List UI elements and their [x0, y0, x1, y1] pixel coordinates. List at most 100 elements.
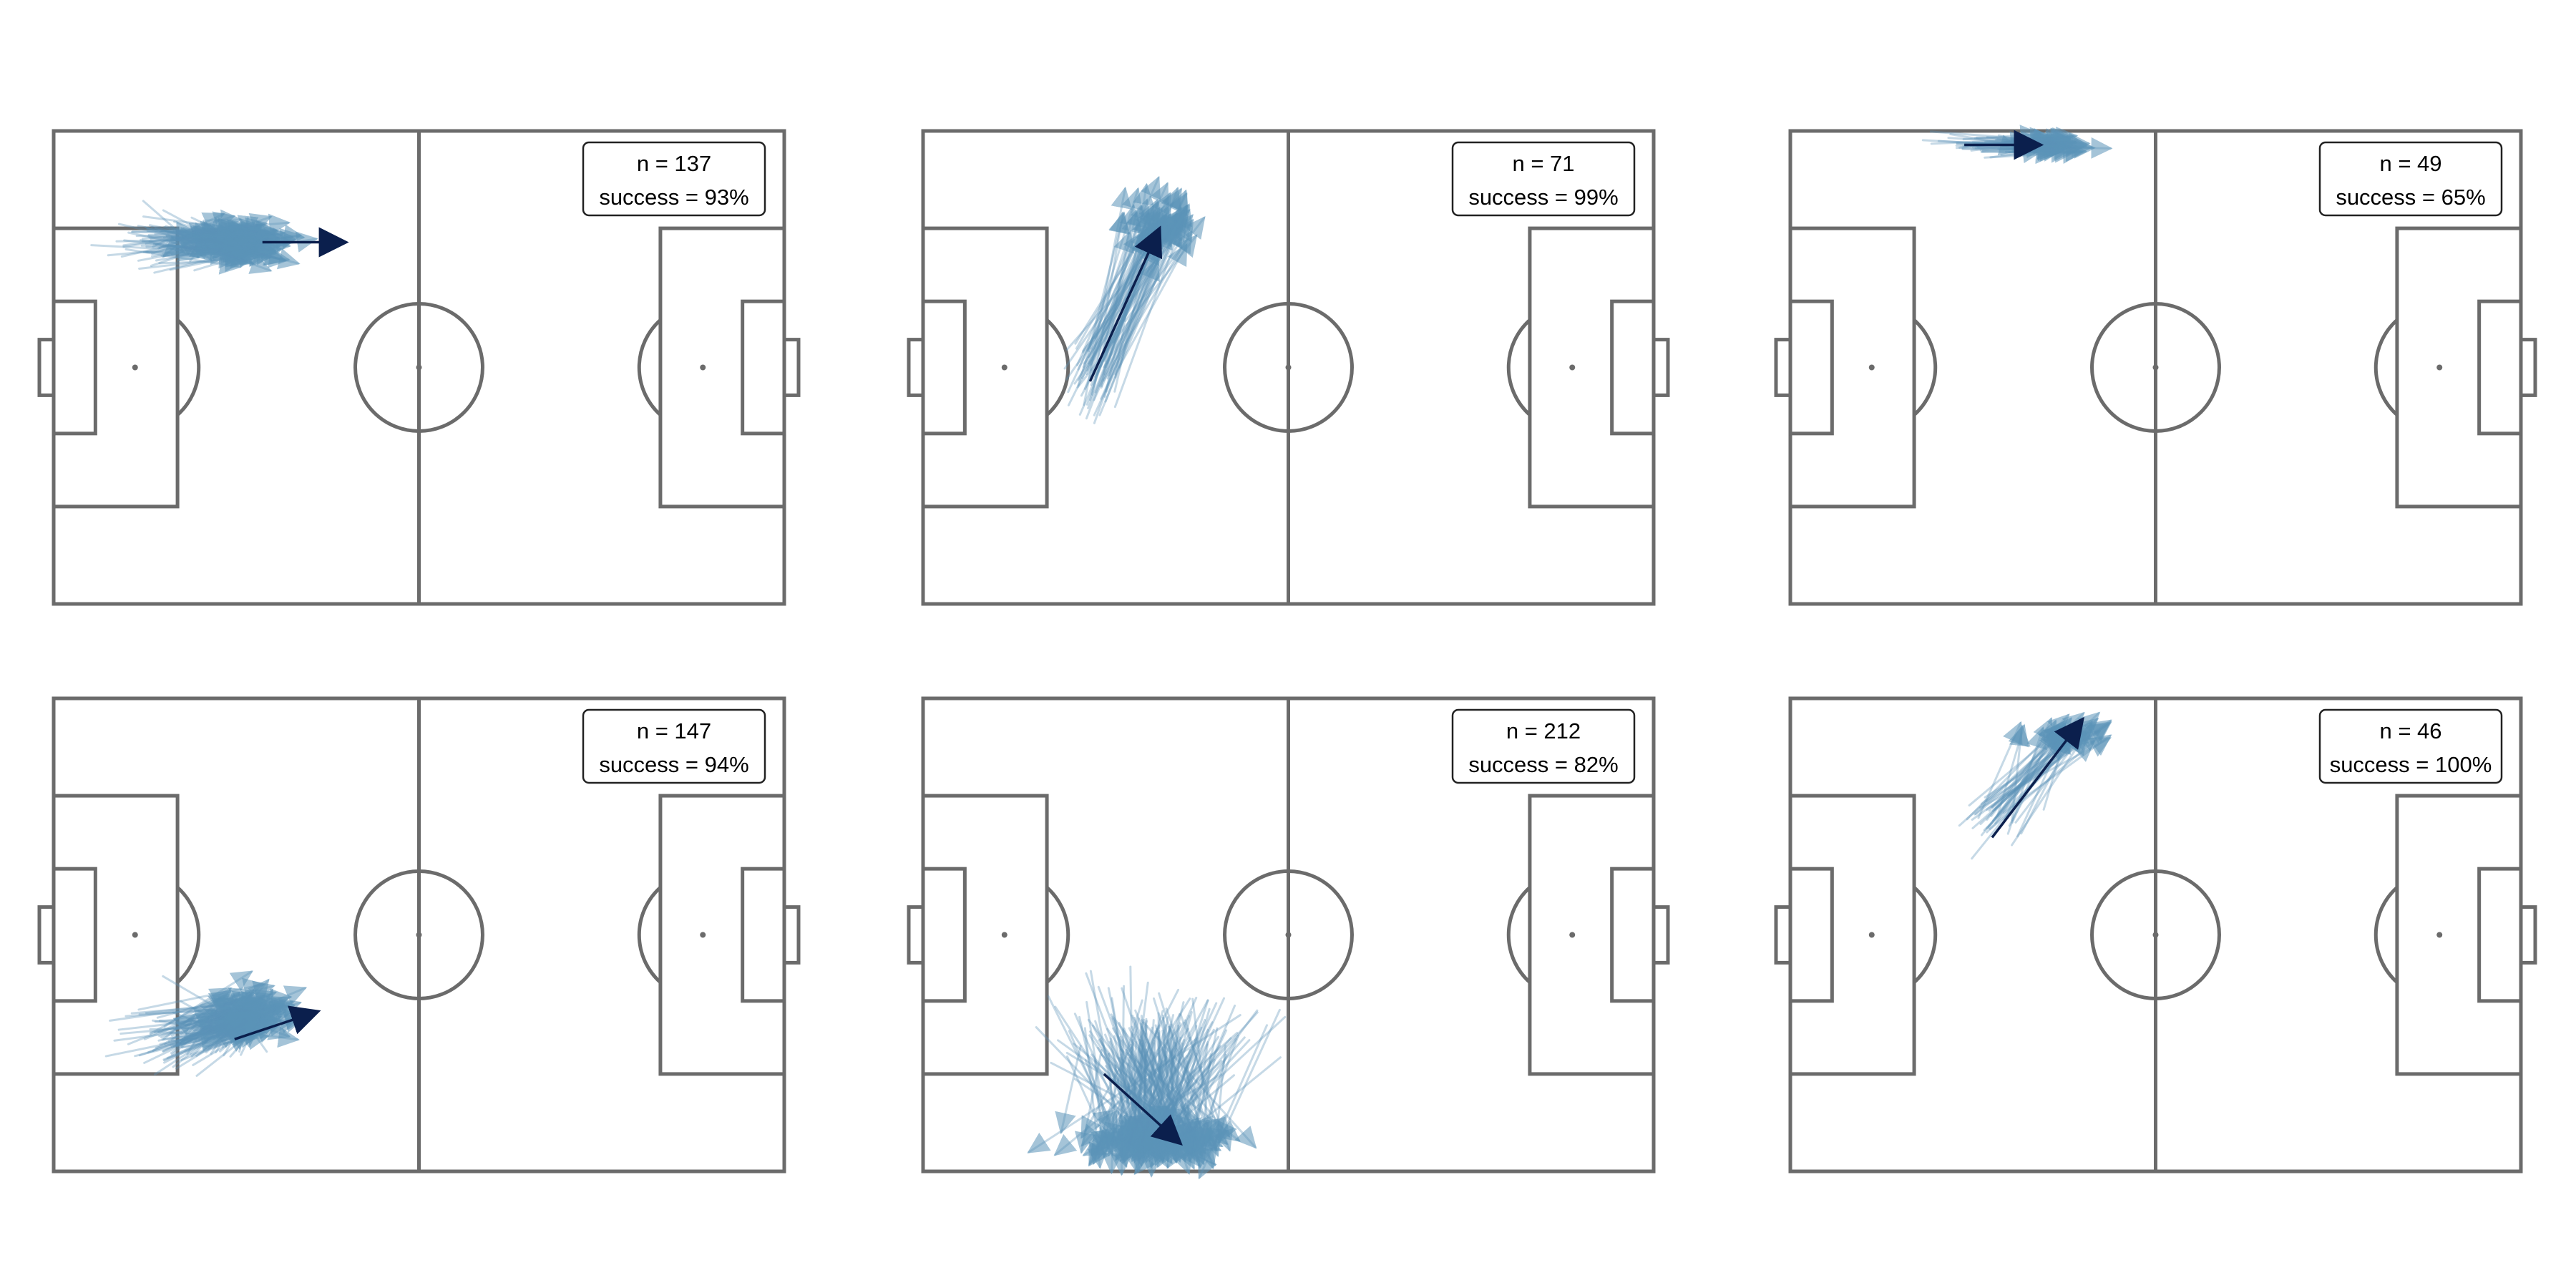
- center-spot: [2152, 932, 2159, 938]
- pass-count-label: n = 49: [2379, 151, 2441, 176]
- goal-left: [907, 338, 925, 397]
- penalty-arc-right: [637, 318, 662, 416]
- goal-left: [1774, 338, 1792, 397]
- center-circle: [2090, 302, 2221, 433]
- pass-arrow: [1098, 223, 1180, 387]
- goal-right: [2519, 338, 2537, 397]
- pass-arrow: [1100, 203, 1141, 388]
- center-circle: [353, 869, 484, 1000]
- penalty-area-left: [921, 794, 1049, 1076]
- pass-arrow: [220, 251, 273, 274]
- pass-arrow: [1053, 1037, 1199, 1156]
- penalty-area-right: [658, 226, 786, 509]
- pitch-panel-5: n = 212 success = 82%: [907, 696, 1670, 1180]
- penalty-spot-left: [1868, 364, 1875, 371]
- stats-box: [2318, 708, 2503, 784]
- pass-arrow: [1163, 1054, 1231, 1138]
- goal-area-left: [921, 299, 967, 436]
- pass-arrow: [1047, 995, 1118, 1134]
- pass-arrow: [1076, 234, 1198, 389]
- penalty-spot-right: [1569, 364, 1576, 371]
- pitch-panel-3: n = 49 success = 65%: [1774, 125, 2537, 606]
- pitch-panel-4: n = 147 success = 94%: [37, 696, 801, 1174]
- stats-box: [582, 708, 766, 784]
- goal-area-left: [52, 867, 97, 1003]
- pass-arrow: [172, 1010, 247, 1068]
- pass-arrow: [1947, 133, 2074, 155]
- penalty-area-right: [2395, 226, 2523, 509]
- goal-right: [782, 905, 801, 965]
- pass-arrows: [1027, 965, 1287, 1180]
- success-rate-label: success = 100%: [2330, 752, 2492, 777]
- penalty-area-right: [658, 794, 786, 1076]
- penalty-arc-right: [1506, 318, 1531, 416]
- penalty-arc-right: [2373, 886, 2399, 984]
- pass-arrows: [104, 970, 308, 1077]
- pass-arrow: [1148, 1012, 1170, 1128]
- pass-arrow: [1100, 223, 1181, 400]
- penalty-spot-left: [1868, 932, 1875, 938]
- mean-pass-arrow: [1088, 225, 1163, 382]
- pass-arrow: [143, 1008, 218, 1040]
- pass-arrow: [169, 1030, 223, 1052]
- pass-arrow: [1055, 1045, 1082, 1135]
- penalty-arc-right: [637, 886, 662, 984]
- penalty-spot-right: [2436, 932, 2443, 938]
- pass-arrow: [1080, 1046, 1133, 1139]
- success-rate-label: success = 82%: [1468, 752, 1618, 777]
- pass-arrows: [1063, 175, 1206, 424]
- pass-arrow: [127, 990, 256, 1045]
- center-spot: [416, 364, 422, 371]
- penalty-spot-right: [700, 932, 706, 938]
- penalty-arc-right: [1506, 886, 1531, 984]
- penalty-arc-left: [1045, 318, 1070, 416]
- pass-arrow: [162, 235, 186, 258]
- penalty-area-left: [1788, 226, 1916, 509]
- penalty-arc-left: [1913, 318, 1938, 416]
- penalty-arc-left: [176, 318, 201, 416]
- center-circle: [2090, 869, 2221, 1000]
- pass-arrow: [1085, 1000, 1114, 1133]
- penalty-spot-left: [132, 364, 138, 371]
- mean-pass-arrow: [1991, 716, 2084, 839]
- pass-arrow: [1118, 1024, 1168, 1165]
- success-rate-label: success = 94%: [599, 752, 748, 777]
- pass-count-label: n = 147: [637, 718, 711, 743]
- penalty-area-right: [1528, 226, 1656, 509]
- pitch-panel-6: n = 46 success = 100%: [1774, 696, 2537, 1174]
- pass-arrow: [1989, 740, 2096, 831]
- mean-pass-arrow: [234, 1005, 321, 1040]
- goal-left: [37, 338, 56, 397]
- pass-arrow: [1027, 1014, 1241, 1153]
- goal-area-right: [2477, 867, 2523, 1003]
- goal-area-right: [741, 299, 786, 436]
- goal-area-right: [1610, 867, 1656, 1003]
- center-spot: [416, 932, 422, 938]
- penalty-area-left: [1788, 794, 1916, 1076]
- pass-arrow: [1085, 972, 1155, 1148]
- penalty-area-left: [52, 226, 180, 509]
- pass-arrow: [1111, 1035, 1133, 1176]
- penalty-spot-right: [2436, 364, 2443, 371]
- goal-right: [782, 338, 801, 397]
- goal-left: [907, 905, 925, 965]
- goal-area-left: [1788, 867, 1834, 1003]
- pass-arrow: [1122, 965, 1144, 1141]
- pass-count-label: n = 71: [1512, 151, 1574, 176]
- penalty-spot-right: [700, 364, 706, 371]
- pass-arrow: [1140, 1019, 1257, 1149]
- pass-arrow: [1106, 258, 1160, 380]
- goal-area-right: [2477, 299, 2523, 436]
- goal-right: [2519, 905, 2537, 965]
- penalty-area-left: [921, 226, 1049, 509]
- success-rate-label: success = 65%: [2336, 185, 2485, 210]
- stats-box: [1451, 708, 1636, 784]
- goal-area-left: [1788, 299, 1834, 436]
- goal-area-left: [52, 299, 97, 436]
- penalty-spot-right: [1569, 932, 1576, 938]
- penalty-spot-left: [1001, 932, 1008, 938]
- stats-box: [1451, 141, 1636, 217]
- stats-box: [582, 141, 766, 217]
- pass-arrow: [158, 250, 246, 273]
